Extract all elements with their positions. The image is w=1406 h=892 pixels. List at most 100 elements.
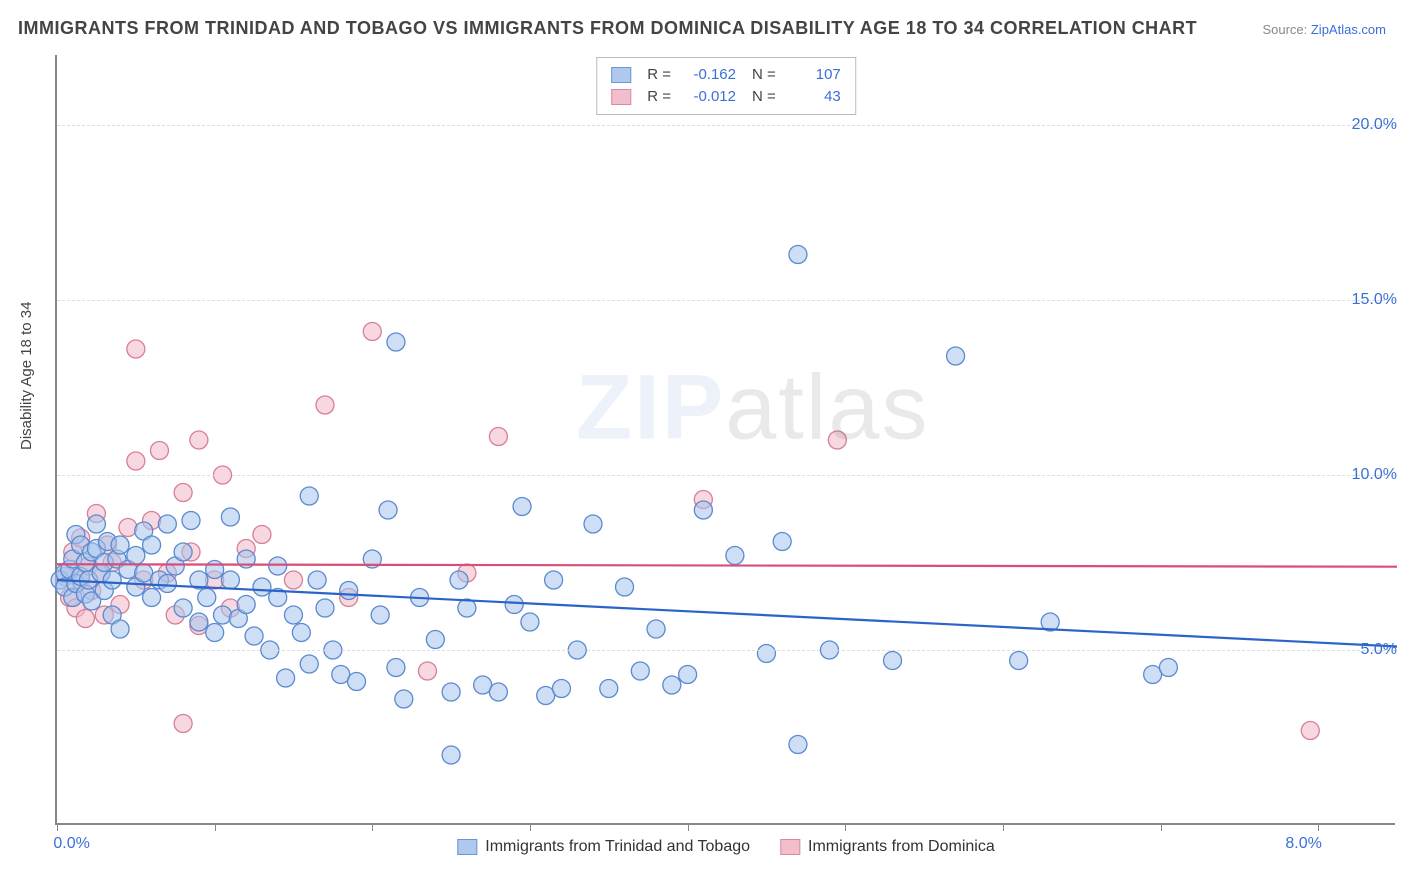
legend-item-trinidad: Immigrants from Trinidad and Tobago	[457, 838, 750, 856]
data-point-trinidad	[426, 631, 444, 649]
data-point-trinidad	[584, 515, 602, 533]
x-tick	[57, 823, 58, 831]
data-point-trinidad	[111, 620, 129, 638]
data-point-trinidad	[694, 501, 712, 519]
x-tick	[688, 823, 689, 831]
n-value-dominica: 43	[786, 86, 841, 108]
trend-line-dominica	[57, 564, 1397, 566]
plot-area: ZIPatlas R = -0.162 N = 107 R = -0.012 N…	[55, 55, 1395, 825]
x-tick	[530, 823, 531, 831]
y-tick-label: 15.0%	[1352, 291, 1397, 309]
data-point-dominica	[174, 484, 192, 502]
gridline	[57, 300, 1395, 301]
data-point-dominica	[119, 519, 137, 537]
data-point-dominica	[284, 571, 302, 589]
data-point-trinidad	[87, 515, 105, 533]
data-point-dominica	[828, 431, 846, 449]
data-point-dominica	[253, 526, 271, 544]
r-value-dominica: -0.012	[681, 86, 736, 108]
data-point-trinidad	[237, 596, 255, 614]
data-point-trinidad	[789, 246, 807, 264]
data-point-trinidad	[292, 624, 310, 642]
data-point-trinidad	[1159, 659, 1177, 677]
data-point-trinidad	[277, 669, 295, 687]
series-legend: Immigrants from Trinidad and Tobago Immi…	[457, 838, 994, 856]
data-point-trinidad	[450, 571, 468, 589]
correlation-legend: R = -0.162 N = 107 R = -0.012 N = 43	[596, 57, 856, 115]
legend-label-trinidad: Immigrants from Trinidad and Tobago	[485, 838, 750, 856]
data-point-trinidad	[947, 347, 965, 365]
data-point-dominica	[174, 715, 192, 733]
legend-label-dominica: Immigrants from Dominica	[808, 838, 995, 856]
data-point-trinidad	[174, 543, 192, 561]
chart-title: IMMIGRANTS FROM TRINIDAD AND TOBAGO VS I…	[18, 18, 1197, 39]
data-point-trinidad	[1010, 652, 1028, 670]
data-point-trinidad	[111, 536, 129, 554]
r-label: R =	[647, 86, 671, 108]
data-point-trinidad	[198, 589, 216, 607]
x-tick-label: 0.0%	[53, 835, 89, 853]
source-attribution: Source: ZipAtlas.com	[1262, 22, 1386, 37]
data-point-trinidad	[158, 575, 176, 593]
correlation-row-dominica: R = -0.012 N = 43	[611, 86, 841, 108]
data-point-trinidad	[387, 333, 405, 351]
x-tick	[845, 823, 846, 831]
data-point-trinidad	[284, 606, 302, 624]
data-point-dominica	[363, 323, 381, 341]
data-point-trinidad	[647, 620, 665, 638]
data-point-trinidad	[316, 599, 334, 617]
data-point-trinidad	[395, 690, 413, 708]
data-point-trinidad	[631, 662, 649, 680]
swatch-dominica	[780, 839, 800, 855]
data-point-trinidad	[513, 498, 531, 516]
data-point-trinidad	[158, 515, 176, 533]
data-point-trinidad	[884, 652, 902, 670]
source-prefix: Source:	[1262, 22, 1310, 37]
data-point-trinidad	[253, 578, 271, 596]
data-point-trinidad	[679, 666, 697, 684]
data-point-trinidad	[545, 571, 563, 589]
gridline	[57, 475, 1395, 476]
data-point-trinidad	[206, 624, 224, 642]
y-tick-label: 5.0%	[1361, 641, 1397, 659]
data-point-trinidad	[127, 547, 145, 565]
data-point-dominica	[127, 340, 145, 358]
data-point-trinidad	[300, 487, 318, 505]
data-point-dominica	[418, 662, 436, 680]
data-point-trinidad	[663, 676, 681, 694]
n-label: N =	[752, 86, 776, 108]
data-point-trinidad	[616, 578, 634, 596]
data-point-trinidad	[221, 571, 239, 589]
data-point-dominica	[150, 442, 168, 460]
data-point-dominica	[316, 396, 334, 414]
data-point-trinidad	[190, 613, 208, 631]
data-point-trinidad	[773, 533, 791, 551]
data-point-trinidad	[214, 606, 232, 624]
data-point-trinidad	[489, 683, 507, 701]
data-point-dominica	[489, 428, 507, 446]
data-point-trinidad	[726, 547, 744, 565]
data-point-trinidad	[221, 508, 239, 526]
data-point-trinidad	[552, 680, 570, 698]
r-value-trinidad: -0.162	[681, 64, 736, 86]
x-tick	[1161, 823, 1162, 831]
correlation-row-trinidad: R = -0.162 N = 107	[611, 64, 841, 86]
n-label: N =	[752, 64, 776, 86]
data-point-dominica	[127, 452, 145, 470]
data-point-dominica	[76, 610, 94, 628]
swatch-trinidad	[457, 839, 477, 855]
x-tick	[215, 823, 216, 831]
data-point-trinidad	[371, 606, 389, 624]
data-point-dominica	[1301, 722, 1319, 740]
x-tick	[1318, 823, 1319, 831]
data-point-trinidad	[600, 680, 618, 698]
data-point-trinidad	[308, 571, 326, 589]
scatter-svg	[57, 55, 1395, 823]
x-tick-label: 8.0%	[1285, 835, 1321, 853]
y-tick-label: 10.0%	[1352, 466, 1397, 484]
data-point-trinidad	[789, 736, 807, 754]
data-point-trinidad	[521, 613, 539, 631]
data-point-trinidad	[182, 512, 200, 530]
data-point-trinidad	[245, 627, 263, 645]
source-link[interactable]: ZipAtlas.com	[1311, 22, 1386, 37]
